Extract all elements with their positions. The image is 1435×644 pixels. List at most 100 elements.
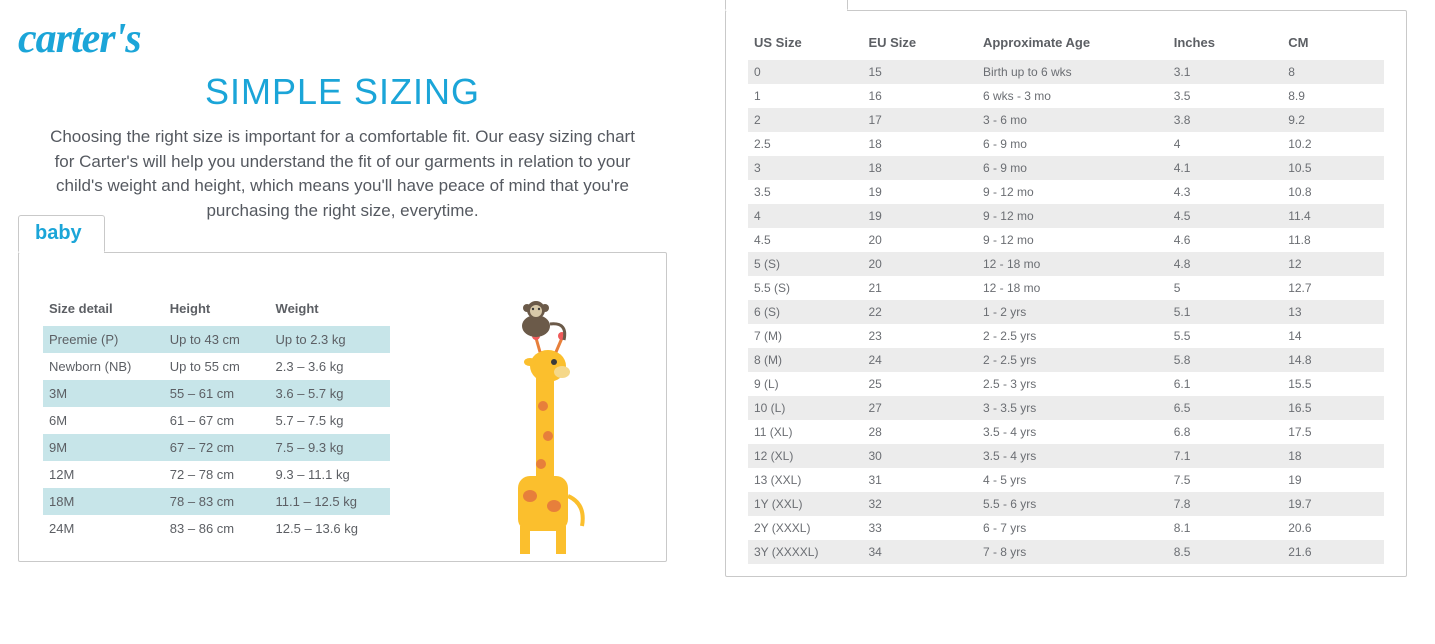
table-cell: 2 - 2.5 yrs	[977, 348, 1168, 372]
table-cell: 4 - 5 yrs	[977, 468, 1168, 492]
table-cell: 25	[862, 372, 976, 396]
baby-table: Size detailHeightWeight Preemie (P)Up to…	[43, 293, 390, 542]
table-cell: 12 - 18 mo	[977, 252, 1168, 276]
table-row: 8 (M)242 - 2.5 yrs5.814.8	[748, 348, 1384, 372]
table-cell: 5 (S)	[748, 252, 862, 276]
foot-col-header: US Size	[748, 27, 862, 60]
table-cell: 12 - 18 mo	[977, 276, 1168, 300]
table-cell: 78 – 83 cm	[164, 488, 270, 515]
table-cell: 4.5	[1168, 204, 1282, 228]
baby-col-header: Height	[164, 293, 270, 326]
table-cell: 7.1	[1168, 444, 1282, 468]
table-cell: 5.1	[1168, 300, 1282, 324]
table-cell: 20	[862, 252, 976, 276]
table-cell: 4.1	[1168, 156, 1282, 180]
table-cell: 10 (L)	[748, 396, 862, 420]
tab-footwear: footwear	[725, 0, 848, 10]
table-cell: 24	[862, 348, 976, 372]
table-cell: 3	[748, 156, 862, 180]
baby-col-header: Weight	[270, 293, 391, 326]
right-panel: footwear US SizeEU SizeApproximate AgeIn…	[695, 0, 1435, 644]
page-title: SIMPLE SIZING	[18, 71, 667, 113]
table-cell: 6M	[43, 407, 164, 434]
baby-box: baby Size detailHeightWeight Preemie (P)…	[18, 252, 667, 562]
table-cell: 30	[862, 444, 976, 468]
table-row: 3M55 – 61 cm3.6 – 5.7 kg	[43, 380, 390, 407]
table-cell: 12	[1282, 252, 1384, 276]
table-cell: 8.5	[1168, 540, 1282, 564]
table-cell: 7.5	[1168, 468, 1282, 492]
table-cell: 2 - 2.5 yrs	[977, 324, 1168, 348]
table-cell: 13 (XXL)	[748, 468, 862, 492]
table-cell: 27	[862, 396, 976, 420]
table-cell: 10.8	[1282, 180, 1384, 204]
table-row: 5 (S)2012 - 18 mo4.812	[748, 252, 1384, 276]
table-cell: 33	[862, 516, 976, 540]
table-row: 7 (M)232 - 2.5 yrs5.514	[748, 324, 1384, 348]
table-row: 2173 - 6 mo3.89.2	[748, 108, 1384, 132]
table-cell: 11.4	[1282, 204, 1384, 228]
table-cell: Up to 2.3 kg	[270, 326, 391, 353]
table-row: 2.5186 - 9 mo410.2	[748, 132, 1384, 156]
table-cell: 6 - 7 yrs	[977, 516, 1168, 540]
table-cell: 10.5	[1282, 156, 1384, 180]
table-cell: 1	[748, 84, 862, 108]
table-cell: 11.1 – 12.5 kg	[270, 488, 391, 515]
table-cell: 18	[862, 132, 976, 156]
table-row: 015Birth up to 6 wks3.18	[748, 60, 1384, 84]
footwear-box: footwear US SizeEU SizeApproximate AgeIn…	[725, 10, 1407, 577]
table-cell: 9 (L)	[748, 372, 862, 396]
table-cell: 3.5	[748, 180, 862, 204]
table-cell: 34	[862, 540, 976, 564]
table-cell: 13	[1282, 300, 1384, 324]
table-cell: 2.3 – 3.6 kg	[270, 353, 391, 380]
table-cell: 20.6	[1282, 516, 1384, 540]
table-cell: 6.5	[1168, 396, 1282, 420]
table-row: 3Y (XXXXL)347 - 8 yrs8.521.6	[748, 540, 1384, 564]
table-row: 9 (L)252.5 - 3 yrs6.115.5	[748, 372, 1384, 396]
table-cell: 2.5	[748, 132, 862, 156]
table-row: Preemie (P)Up to 43 cmUp to 2.3 kg	[43, 326, 390, 353]
table-cell: 3.8	[1168, 108, 1282, 132]
table-cell: 3.6 – 5.7 kg	[270, 380, 391, 407]
table-cell: 1 - 2 yrs	[977, 300, 1168, 324]
table-cell: 0	[748, 60, 862, 84]
table-cell: 72 – 78 cm	[164, 461, 270, 488]
table-cell: 7 - 8 yrs	[977, 540, 1168, 564]
table-cell: 22	[862, 300, 976, 324]
table-cell: Up to 55 cm	[164, 353, 270, 380]
left-panel: carter's SIMPLE SIZING Choosing the righ…	[0, 0, 695, 644]
table-row: 11 (XL)283.5 - 4 yrs6.817.5	[748, 420, 1384, 444]
table-cell: 4	[1168, 132, 1282, 156]
table-row: 6 (S)221 - 2 yrs5.113	[748, 300, 1384, 324]
table-cell: 4.8	[1168, 252, 1282, 276]
table-cell: Up to 43 cm	[164, 326, 270, 353]
table-cell: 11.8	[1282, 228, 1384, 252]
table-cell: Newborn (NB)	[43, 353, 164, 380]
table-cell: 9 - 12 mo	[977, 204, 1168, 228]
table-cell: 3.5	[1168, 84, 1282, 108]
table-cell: 83 – 86 cm	[164, 515, 270, 542]
table-cell: 3.1	[1168, 60, 1282, 84]
table-cell: 6 - 9 mo	[977, 156, 1168, 180]
table-cell: 2	[748, 108, 862, 132]
table-cell: 18	[862, 156, 976, 180]
table-cell: Preemie (P)	[43, 326, 164, 353]
table-cell: 11 (XL)	[748, 420, 862, 444]
table-row: 10 (L)273 - 3.5 yrs6.516.5	[748, 396, 1384, 420]
table-cell: 19	[1282, 468, 1384, 492]
table-cell: 8 (M)	[748, 348, 862, 372]
table-cell: 9 - 12 mo	[977, 228, 1168, 252]
table-cell: 5.8	[1168, 348, 1282, 372]
table-cell: 7.8	[1168, 492, 1282, 516]
table-cell: 21.6	[1282, 540, 1384, 564]
table-cell: 18	[1282, 444, 1384, 468]
table-cell: 6.1	[1168, 372, 1282, 396]
table-cell: 3 - 6 mo	[977, 108, 1168, 132]
table-cell: 16.5	[1282, 396, 1384, 420]
table-cell: 9.2	[1282, 108, 1384, 132]
table-cell: 8.1	[1168, 516, 1282, 540]
table-cell: 5.5 (S)	[748, 276, 862, 300]
table-cell: 9 - 12 mo	[977, 180, 1168, 204]
table-cell: 20	[862, 228, 976, 252]
